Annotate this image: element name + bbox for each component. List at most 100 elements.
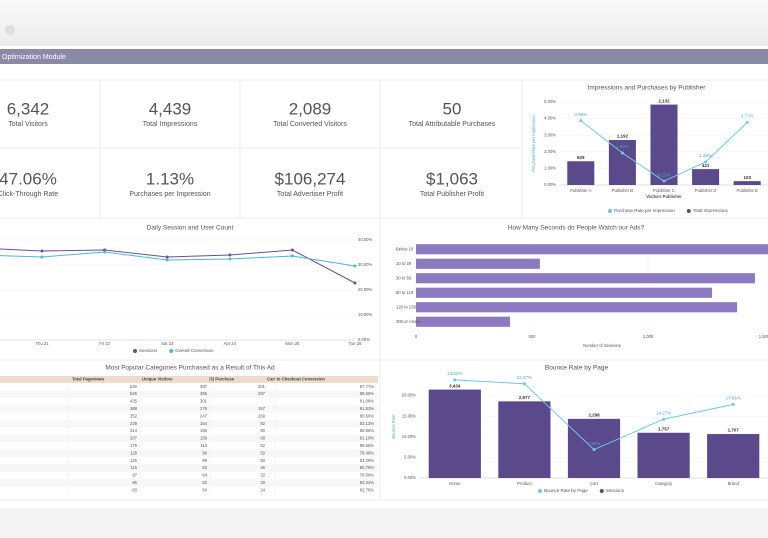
panel-grid: [0, 79, 768, 501]
table-cell: 352: [130, 413, 138, 418]
line-value-label: 23.82%: [447, 371, 462, 376]
table-cell: 125: [130, 458, 138, 463]
table-cell: 80.76%: [360, 465, 374, 470]
x-tick-label: Cart: [590, 481, 599, 486]
table-cell: 247: [200, 413, 208, 418]
y-tick-label: 0.00%: [358, 337, 370, 342]
legend-label: Bounce Rate by Page: [544, 488, 588, 493]
legend-swatch: [686, 209, 691, 213]
table-cell: 540: [130, 384, 138, 389]
table-cell: 83: [202, 465, 207, 470]
table-cell: 87.77%: [360, 384, 374, 389]
x-tick-label: Brand: [728, 481, 740, 486]
table-cell: 169: [258, 413, 266, 418]
bar-value-label: 421: [702, 163, 710, 168]
bar-value-label: 1,192: [617, 134, 629, 139]
table-row-bg: [0, 434, 378, 443]
table-cell: 62: [202, 480, 207, 485]
x-tick-label: Home: [449, 481, 461, 486]
chart-title: Impressions and Purchases by Publisher: [588, 85, 707, 92]
y-tick-label: 20.00%: [402, 393, 416, 398]
table-cell: 88.56%: [360, 443, 374, 448]
kpi-label: Purchases per Impression: [129, 191, 210, 198]
legend-swatch: [169, 349, 174, 353]
table-row-bg: [0, 420, 378, 428]
y-tick-label: 0.00%: [544, 182, 556, 187]
kpi-value: $1,063: [426, 169, 478, 188]
y-tick-label: 0.00%: [404, 475, 416, 480]
table-cell: 179: [130, 443, 138, 448]
kpi-label: Total Advertiser Profit: [277, 191, 343, 198]
line-chart: [0, 239, 357, 341]
table-cell: 397: [200, 384, 208, 389]
line-value-label: 1.39%: [699, 153, 712, 158]
bar-value-label: 103: [743, 175, 751, 180]
bar-value-label: 2,977: [519, 395, 531, 400]
line-point: [662, 179, 666, 183]
bar: [498, 401, 551, 478]
legend-swatch: [133, 349, 137, 353]
bar: [416, 273, 755, 284]
legend-label: Total Impressions: [693, 208, 729, 213]
x-tick-label: Product: [517, 481, 532, 486]
table-cell: 157: [258, 406, 266, 411]
bar-value-label: 2,132: [658, 98, 670, 103]
line-point: [40, 255, 44, 259]
kpi-label: Total Publisher Profit: [420, 191, 484, 198]
y-tick-label: 30 to 59: [396, 275, 412, 280]
table-cell: 435: [130, 399, 138, 404]
bar-value-label: 1,757: [658, 426, 670, 431]
x-tick-label: Publisher D: [695, 188, 717, 193]
x-axis-title: Visitors Publisher: [646, 194, 682, 199]
line-point: [290, 254, 294, 258]
y-tick-label: 15.00%: [402, 413, 416, 418]
line-point: [40, 249, 44, 253]
line-point: [165, 258, 169, 262]
barh-chart: [415, 242, 768, 329]
y-tick-label: 300 or Above: [396, 319, 421, 324]
table-cell: 395: [200, 391, 208, 396]
y-axis-title: Purchase Rate per Impression: [531, 115, 536, 172]
line-value-label: 6.90%: [588, 441, 601, 446]
kpi-label: Click-Through Rate: [0, 191, 58, 198]
line-point: [704, 160, 708, 164]
line-point: [353, 281, 357, 285]
table-cell: 79.06%: [360, 473, 374, 478]
kpi-value: 4,439: [149, 99, 192, 118]
table-cell: 201: [258, 384, 266, 389]
line-point: [731, 402, 735, 406]
window-button[interactable]: [5, 25, 15, 35]
x-tick-label: Thu 21: [35, 341, 49, 346]
table-cell: 29: [260, 480, 265, 485]
line-point: [662, 417, 666, 421]
x-tick-label: 1,500: [759, 334, 768, 339]
table-cell: 229: [130, 421, 138, 426]
table-cell: 82: [260, 421, 265, 426]
kpi-label: Total Impressions: [143, 121, 198, 128]
line-point: [165, 255, 169, 259]
chart-title: Bounce Rate by Page: [545, 365, 609, 372]
line-point: [453, 378, 457, 382]
table-cell: 164: [200, 421, 208, 426]
bar: [637, 432, 690, 478]
chart-title: Daily Session and User Count: [147, 225, 234, 232]
line-value-label: 0.23%: [658, 172, 671, 177]
table-cell: 83: [132, 487, 137, 492]
table-cell: 88.66%: [360, 428, 374, 433]
table-cell: 64: [202, 473, 207, 478]
x-tick-label: Publisher A: [570, 188, 591, 193]
table-row-bg: [0, 390, 378, 398]
table-cell: 76.46%: [360, 450, 374, 455]
kpi-value: 1.13%: [146, 169, 194, 188]
table-cell: 301: [200, 399, 208, 404]
table-cell: 113: [200, 443, 207, 448]
y-tick-label: 10.00%: [402, 434, 416, 439]
table-header: Total Pageviews: [72, 377, 105, 382]
x-tick-label: 0: [415, 334, 418, 339]
bar-value-label: 2,298: [588, 413, 600, 418]
line-point: [620, 151, 624, 155]
module-header: [0, 49, 768, 64]
table-cell: 68: [260, 436, 265, 441]
bar: [608, 140, 636, 185]
y-axis-title: Bounce Rate: [391, 414, 396, 439]
